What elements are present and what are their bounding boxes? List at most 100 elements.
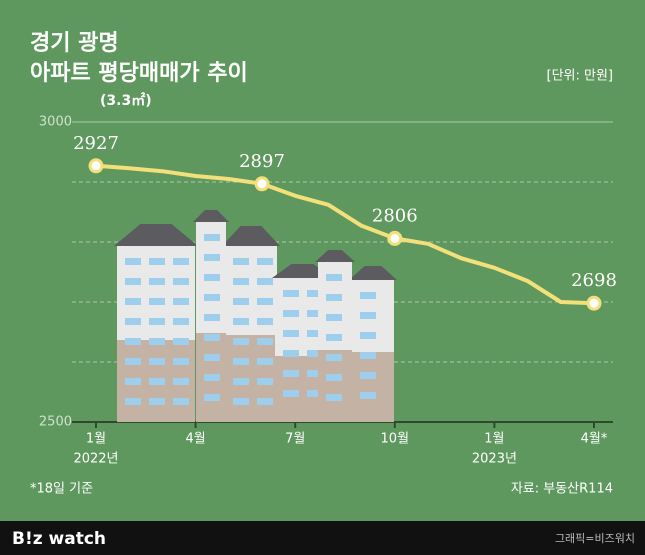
window — [149, 338, 165, 345]
window — [173, 378, 189, 385]
x-tick-label: 7월 — [285, 432, 305, 447]
window — [125, 318, 141, 325]
credit: 그래픽=비즈워치 — [555, 532, 635, 545]
window — [283, 370, 299, 377]
window — [283, 350, 299, 357]
x-tick-label: 10월 — [381, 432, 410, 447]
unit-label: [단위: 만원] — [547, 69, 614, 84]
y-tick-label: 3000 — [39, 115, 72, 130]
x-tick-label: 1월 — [484, 432, 504, 447]
window — [326, 274, 342, 281]
year-label: 2022년 — [73, 452, 118, 467]
window — [233, 358, 249, 365]
window — [173, 318, 189, 325]
roof — [315, 250, 355, 262]
window — [360, 352, 376, 359]
window — [360, 312, 376, 319]
window — [125, 278, 141, 285]
x-tick-label: 4월* — [581, 432, 608, 447]
point — [586, 295, 602, 311]
window — [125, 258, 141, 265]
roof — [349, 266, 397, 280]
line — [95, 163, 595, 306]
x-tick-label: 4월 — [185, 432, 205, 447]
window — [257, 378, 273, 385]
window — [204, 354, 220, 361]
buildings-illustration — [114, 210, 397, 422]
point — [88, 158, 104, 174]
window — [149, 318, 165, 325]
window — [307, 310, 323, 317]
window — [360, 332, 376, 339]
window — [360, 292, 376, 299]
year-label: 2023년 — [472, 452, 517, 467]
window — [149, 398, 165, 405]
window — [149, 298, 165, 305]
window — [204, 274, 220, 281]
window — [326, 374, 342, 381]
window — [233, 278, 249, 285]
window — [283, 290, 299, 297]
window — [360, 392, 376, 399]
point — [387, 230, 403, 246]
chart-subtitle: (3.3㎡) — [100, 92, 152, 109]
window — [233, 378, 249, 385]
window — [233, 398, 249, 405]
window — [326, 334, 342, 341]
window — [257, 358, 273, 365]
window — [307, 330, 323, 337]
window — [257, 318, 273, 325]
window — [233, 298, 249, 305]
window — [204, 394, 220, 401]
window — [204, 234, 220, 241]
window — [257, 398, 273, 405]
window — [204, 254, 220, 261]
window — [125, 398, 141, 405]
roof — [272, 264, 333, 278]
window — [149, 358, 165, 365]
window — [257, 338, 273, 345]
window — [307, 370, 323, 377]
wall-base — [352, 352, 394, 422]
note: *18일 기준 — [30, 482, 93, 497]
wall-base — [318, 350, 352, 422]
data-label: 2927 — [73, 133, 119, 154]
chart-title: 아파트 평당매매가 추이 — [30, 61, 248, 86]
window — [173, 278, 189, 285]
window — [233, 258, 249, 265]
chart-title: 경기 광명 — [30, 31, 119, 56]
window — [204, 334, 220, 341]
footer-bar — [0, 521, 645, 555]
window — [173, 258, 189, 265]
window — [149, 258, 165, 265]
window — [326, 314, 342, 321]
roof — [222, 226, 280, 246]
window — [125, 298, 141, 305]
source: 자료: 부동산R114 — [511, 482, 613, 497]
window — [326, 294, 342, 301]
roof — [114, 224, 198, 246]
brand: B!z watch — [12, 529, 106, 549]
window — [173, 338, 189, 345]
data-label: 2897 — [239, 151, 285, 172]
window — [233, 338, 249, 345]
window — [173, 398, 189, 405]
window — [307, 390, 323, 397]
window — [125, 378, 141, 385]
window — [125, 358, 141, 365]
point — [254, 176, 270, 192]
window — [307, 290, 323, 297]
window — [204, 294, 220, 301]
data-label: 2698 — [571, 270, 617, 291]
window — [173, 358, 189, 365]
window — [283, 330, 299, 337]
window — [233, 318, 249, 325]
window — [149, 278, 165, 285]
window — [257, 258, 273, 265]
window — [307, 350, 323, 357]
window — [149, 378, 165, 385]
window — [257, 298, 273, 305]
window — [204, 374, 220, 381]
window — [283, 310, 299, 317]
